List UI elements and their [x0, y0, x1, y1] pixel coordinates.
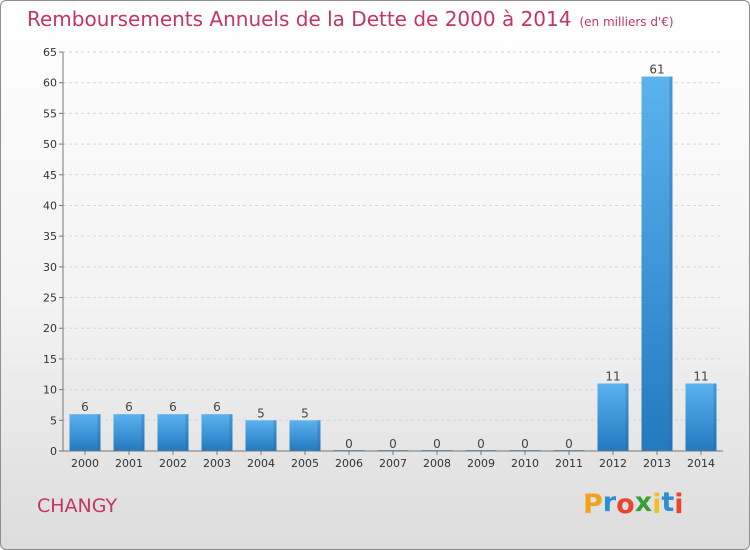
logo-letter: t: [661, 487, 675, 518]
bar-value-label: 61: [649, 63, 664, 77]
x-tick-label: 2012: [599, 457, 627, 470]
bar-shade: [141, 414, 145, 451]
bar-value-label: 0: [477, 437, 485, 451]
proxiti-logo: Proxiti: [583, 487, 684, 520]
y-tick-label: 50: [43, 138, 57, 151]
bar: [641, 76, 673, 452]
bar-value-label: 11: [693, 369, 708, 383]
bar-value-label: 6: [213, 400, 221, 414]
bar-value-label: 5: [257, 406, 265, 420]
y-tick-label: 55: [43, 107, 57, 120]
y-tick-label: 10: [43, 384, 57, 397]
bar: [289, 420, 321, 451]
x-tick-label: 2004: [247, 457, 275, 470]
y-tick-label: 45: [43, 169, 57, 182]
y-tick-label: 30: [43, 261, 57, 274]
bar-value-label: 0: [433, 437, 441, 451]
bar-shade: [317, 420, 321, 451]
y-tick-label: 65: [43, 46, 57, 59]
logo-letter: r: [602, 487, 617, 518]
commune-name: CHANGY: [37, 495, 118, 517]
bar-shade: [229, 414, 233, 451]
bar-value-label: 0: [521, 437, 529, 451]
x-tick-label: 2011: [555, 457, 583, 470]
chart-subtitle: (en milliers d'€): [579, 15, 674, 29]
logo-letter: P: [583, 489, 603, 520]
bar-value-label: 6: [81, 400, 89, 414]
x-tick-label: 2014: [687, 457, 715, 470]
chart-title-text: Remboursements Annuels de la Dette de 20…: [27, 7, 572, 31]
y-tick-label: 35: [43, 230, 57, 243]
x-tick-label: 2001: [115, 457, 143, 470]
y-tick-label: 40: [43, 199, 57, 212]
logo-letter: i: [674, 489, 684, 520]
x-tick-label: 2006: [335, 457, 363, 470]
bar-shade: [273, 420, 277, 451]
y-tick-label: 5: [50, 414, 57, 427]
x-tick-label: 2002: [159, 457, 187, 470]
bar-value-label: 0: [565, 437, 573, 451]
x-tick-label: 2008: [423, 457, 451, 470]
logo-letter: o: [616, 489, 635, 520]
bar-value-label: 5: [301, 406, 309, 420]
chart-title: Remboursements Annuels de la Dette de 20…: [27, 7, 674, 31]
bar-value-label: 11: [605, 369, 620, 383]
bar: [597, 383, 629, 451]
bar-value-label: 0: [345, 437, 353, 451]
bar-value-label: 0: [389, 437, 397, 451]
logo-letter: x: [634, 487, 653, 518]
bar-shade: [669, 76, 673, 452]
bar: [113, 414, 145, 451]
logo-letter: i: [652, 489, 662, 520]
bar: [245, 420, 277, 451]
bar-shade: [97, 414, 101, 451]
bar-shade: [713, 383, 717, 451]
x-tick-label: 2000: [71, 457, 99, 470]
bar-shade: [625, 383, 629, 451]
y-tick-label: 15: [43, 353, 57, 366]
bar-shade: [185, 414, 189, 451]
bar: [201, 414, 233, 451]
y-tick-label: 25: [43, 292, 57, 305]
x-tick-label: 2007: [379, 457, 407, 470]
x-tick-label: 2009: [467, 457, 495, 470]
bar: [157, 414, 189, 451]
x-tick-label: 2003: [203, 457, 231, 470]
bar-value-label: 6: [125, 400, 133, 414]
y-tick-label: 60: [43, 77, 57, 90]
x-tick-label: 2010: [511, 457, 539, 470]
y-tick-label: 0: [50, 445, 57, 458]
bar: [685, 383, 717, 451]
x-tick-label: 2013: [643, 457, 671, 470]
y-tick-label: 20: [43, 322, 57, 335]
bar: [69, 414, 101, 451]
bar-value-label: 6: [169, 400, 177, 414]
x-tick-label: 2005: [291, 457, 319, 470]
